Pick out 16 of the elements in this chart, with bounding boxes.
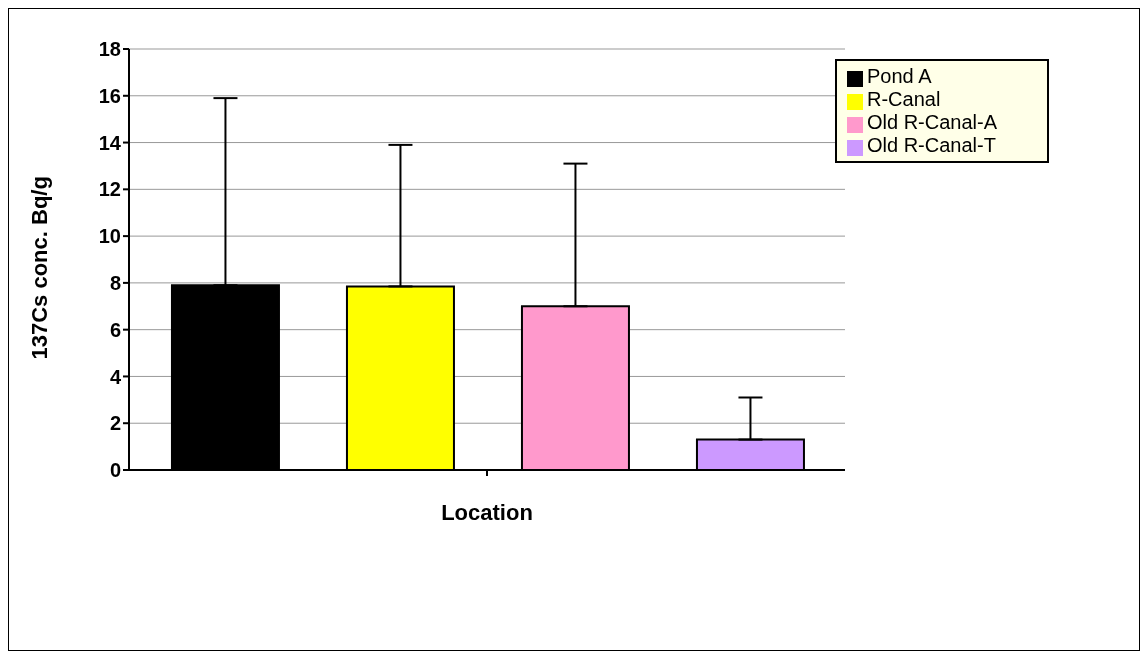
- y-tick-label: 16: [98, 84, 121, 107]
- y-axis-title: 137Cs conc. Bq/g: [26, 176, 52, 360]
- y-tick-label: 18: [98, 38, 121, 61]
- y-tick-label: 4: [109, 365, 122, 388]
- y-tick-label: 12: [98, 178, 121, 201]
- legend-label: Pond A: [867, 65, 932, 87]
- legend-label: R-Canal: [867, 88, 941, 110]
- legend-label: Old R-Canal-T: [867, 134, 996, 156]
- y-tick-label: 0: [109, 459, 121, 482]
- legend-label: Old R-Canal-A: [867, 111, 998, 133]
- y-tick-label: 10: [98, 225, 121, 248]
- y-tick-label: 6: [109, 318, 121, 341]
- x-axis-title: Location: [441, 500, 533, 525]
- y-tick-label: 2: [109, 412, 121, 435]
- y-tick-label: 8: [109, 271, 121, 294]
- y-tick-label: 14: [98, 131, 122, 154]
